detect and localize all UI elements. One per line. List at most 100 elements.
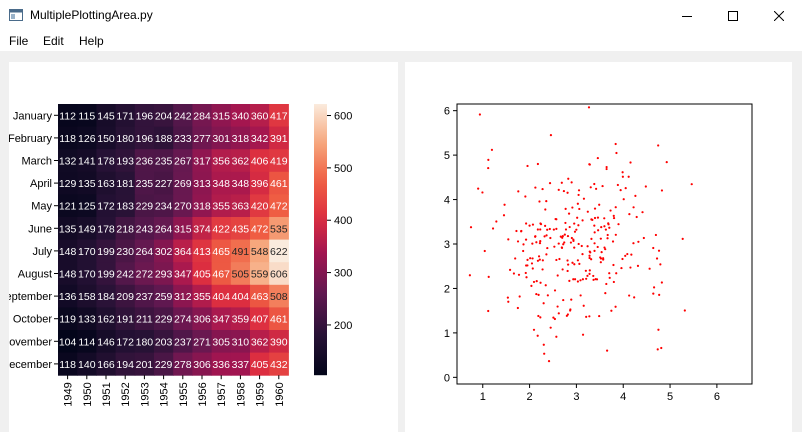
scatter-point [577,193,580,197]
heatmap-cell [269,330,289,354]
heatmap-cell [269,262,289,286]
scatter-point [633,296,636,299]
heatmap-cell [58,352,78,376]
scatter-point [611,240,615,243]
scatter-point [544,224,547,227]
scatter-point [534,235,537,238]
scatter-point [539,222,543,226]
menu-file[interactable]: File [9,34,29,48]
scatter-point [522,243,525,246]
scatter-point [593,231,596,234]
scatter-point [616,183,619,187]
heatmap-cell [134,149,155,173]
heatmap-cell [211,307,232,331]
heatmap-cell-value: 348 [232,178,250,190]
minimize-button[interactable] [664,0,710,31]
month-label: September [9,291,52,303]
scatter-point [503,203,506,206]
heatmap-cell [134,307,155,331]
heatmap-cell [134,217,155,241]
heatmap-cell-value: 136 [59,291,77,303]
scatter-point [570,298,573,301]
scatter-point [545,234,548,237]
scatter-axes-frame [456,103,753,385]
maximize-button[interactable] [710,0,756,31]
heatmap-cell-value: 461 [270,178,288,190]
scatter-point [548,227,551,231]
heatmap-panel: 112 115 145 171 196 204 242 284 315 340 360 417 118 1… [0,62,398,432]
heatmap-cell-value: 158 [78,291,96,303]
heatmap-cell-value: 135 [78,178,96,190]
scatter-point [554,217,557,221]
heatmap-cell [58,217,78,241]
heatmap-cell [173,262,193,286]
scatter-point [593,249,596,253]
scatter-point [603,217,606,220]
heatmap-cell-value: 465 [212,246,230,258]
heatmap-cell [230,126,251,150]
scatter-point [546,228,549,231]
scatter-point [587,106,591,109]
scatter-point [608,226,611,229]
scatter-point [586,274,589,277]
heatmap-cell [96,149,117,173]
scatter-point [588,272,591,275]
scatter-point [553,317,557,321]
scatter-point [529,257,532,260]
heatmap-cell [96,262,117,286]
scatter-point [614,206,617,209]
heatmap-cell [154,171,174,195]
heatmap-cell-value: 199 [97,246,115,258]
scatter-point [535,292,538,296]
heatmap-cell [211,126,232,150]
scatter-point [516,306,519,310]
heatmap-cell [58,104,78,128]
scatter-point [656,348,659,351]
menu-edit[interactable]: Edit [43,34,64,48]
heatmap-cell [269,126,289,150]
heatmap-cell [250,126,270,150]
scatter-point [545,200,548,203]
scatter-point [589,186,592,189]
heatmap-cell-value: 204 [155,110,173,122]
heatmap-cell-value: 162 [97,314,115,326]
heatmap-cell-value: 467 [212,269,230,281]
heatmap-cell [77,284,97,308]
heatmap-cell-value: 242 [174,110,192,122]
heatmap-cell-value: 237 [136,291,154,303]
heatmap-cell [192,104,213,128]
scatter-point [588,254,591,257]
heatmap-cell [154,104,174,128]
menu-help[interactable]: Help [79,34,104,48]
scatter-point [564,207,567,210]
scatter-point [567,212,571,215]
scatter-point [542,343,545,346]
heatmap-cell [173,284,193,308]
month-label: May [31,201,52,213]
scatter-point [538,200,541,203]
scatter-point [596,245,599,249]
scatter-point [597,229,600,232]
scatter-point [581,253,584,256]
heatmap-cell-value: 413 [193,246,211,258]
heatmap-cell [58,307,78,331]
heatmap-cell [230,307,251,331]
scatter-point [487,275,490,279]
scatter-point [557,242,560,245]
heatmap-cell [269,217,289,241]
close-button[interactable] [756,0,802,31]
scatter-point [535,280,538,283]
scatter-point [557,312,560,315]
heatmap-cell-value: 374 [193,223,211,235]
heatmap-cell [58,239,78,263]
scatter-point [652,292,655,295]
scatter-point [603,246,606,249]
scatter-point [607,223,610,226]
scatter-point [578,262,581,266]
heatmap-cell [134,126,155,150]
heatmap-cell-value: 284 [193,110,211,122]
heatmap-cell [230,217,251,241]
heatmap-cell [115,217,136,241]
scatter-point [555,227,558,230]
heatmap-cell [96,171,117,195]
